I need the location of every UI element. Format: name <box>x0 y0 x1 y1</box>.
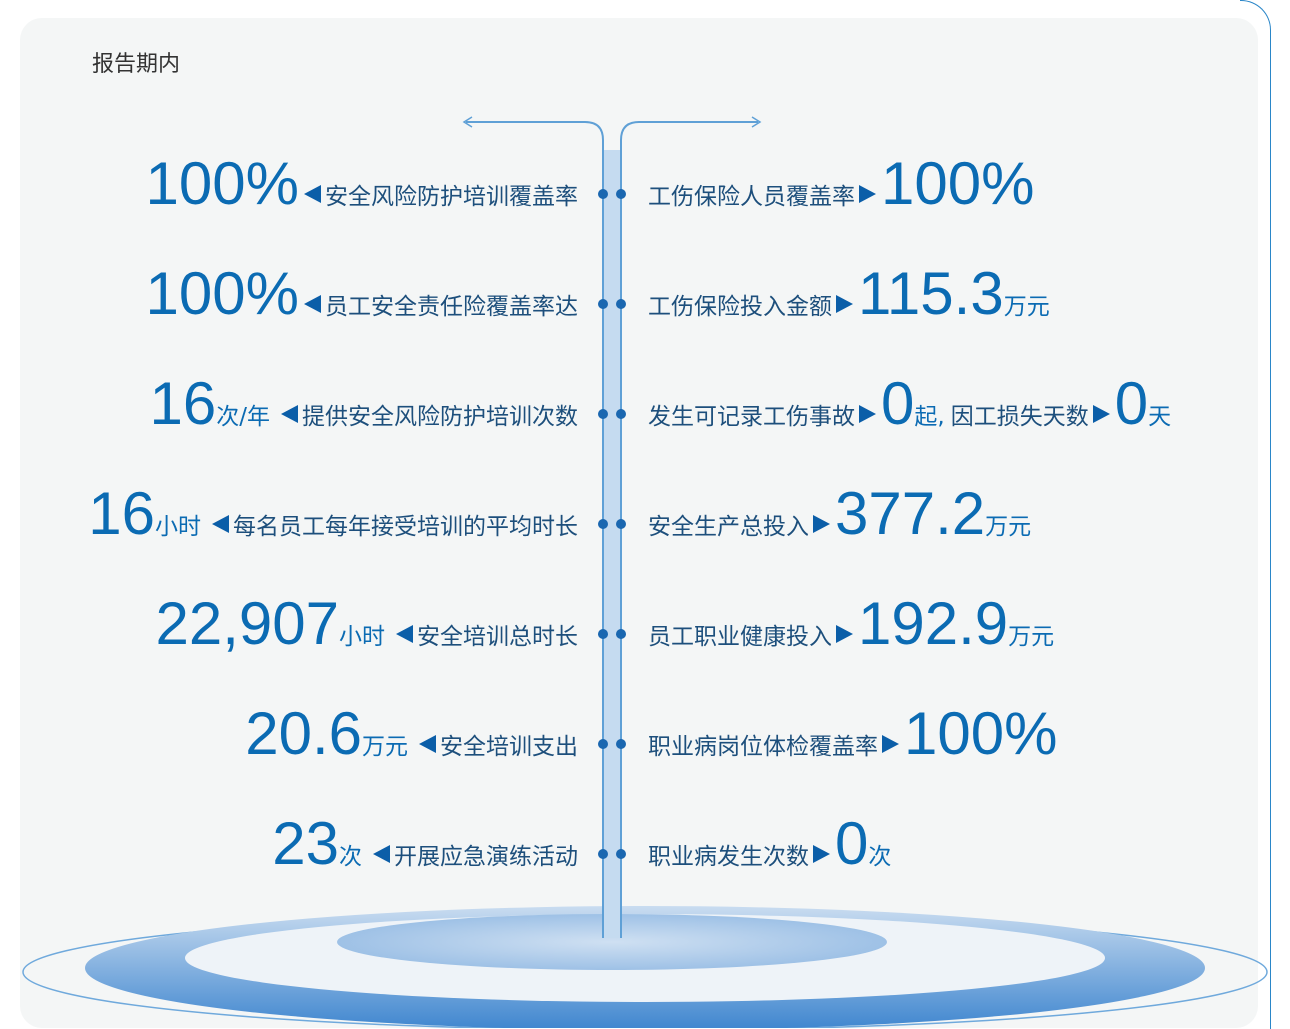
value: 0 <box>881 374 914 434</box>
value: 0 <box>1115 374 1148 434</box>
arrow <box>395 624 413 644</box>
unit: 次 <box>868 837 891 871</box>
label: 员工安全责任险覆盖率达 <box>325 287 578 321</box>
value: 115.3 <box>858 264 1004 324</box>
label: 每名员工每年接受培训的平均时长 <box>233 507 578 541</box>
arrow <box>813 514 831 534</box>
unit: 次/年 <box>216 397 270 431</box>
arrow <box>836 624 854 644</box>
arrow <box>859 404 877 424</box>
value: 20.6 <box>245 704 362 764</box>
arrow <box>813 844 831 864</box>
arrow <box>859 184 877 204</box>
value: 22,907 <box>155 594 339 654</box>
label: 安全培训支出 <box>440 727 578 761</box>
label: 安全风险防护培训覆盖率 <box>325 177 578 211</box>
right-item: 职业病岗位体检覆盖率 100% <box>648 704 1057 764</box>
title: 报告期内 <box>92 46 180 78</box>
value: 100% <box>904 704 1057 764</box>
value: 16 <box>88 484 155 544</box>
arrow <box>303 184 321 204</box>
arrow <box>418 734 436 754</box>
unit: 天 <box>1148 397 1171 431</box>
label: 安全培训总时长 <box>417 617 578 651</box>
arrow <box>211 514 229 534</box>
value: 377.2 <box>835 484 985 544</box>
label: 提供安全风险防护培训次数 <box>302 397 578 431</box>
label: 职业病岗位体检覆盖率 <box>648 727 878 761</box>
value: 192.9 <box>858 594 1008 654</box>
left-item: 100% 安全风险防护培训覆盖率 <box>146 154 578 214</box>
unit: 起, <box>914 397 944 431</box>
unit: 次 <box>339 837 362 871</box>
label: 开展应急演练活动 <box>394 837 578 871</box>
arrow <box>372 844 390 864</box>
unit: 万元 <box>985 507 1031 541</box>
page: 报告期内 (() => { const data = JSON.parse(do… <box>0 0 1290 1028</box>
arrow <box>836 294 854 314</box>
value: 100% <box>881 154 1034 214</box>
unit: 小时 <box>339 617 385 651</box>
unit: 万元 <box>1008 617 1054 651</box>
label: 职业病发生次数 <box>648 837 809 871</box>
label: 发生可记录工伤事故 <box>648 397 855 431</box>
arrow <box>280 404 298 424</box>
label: 工伤保险投入金额 <box>648 287 832 321</box>
arrow <box>303 294 321 314</box>
label: 工伤保险人员覆盖率 <box>648 177 855 211</box>
arrow <box>882 734 900 754</box>
label: 安全生产总投入 <box>648 507 809 541</box>
value: 23 <box>272 814 339 874</box>
unit: 万元 <box>1004 287 1050 321</box>
right-item: 工伤保险人员覆盖率 100% <box>648 154 1034 214</box>
label: 因工损失天数 <box>951 397 1089 431</box>
value: 100% <box>146 154 299 214</box>
value: 16 <box>150 374 217 434</box>
arrow <box>1093 404 1111 424</box>
left-item: 100% 员工安全责任险覆盖率达 <box>146 264 578 324</box>
value: 0 <box>835 814 868 874</box>
value: 100% <box>146 264 299 324</box>
label: 员工职业健康投入 <box>648 617 832 651</box>
unit: 万元 <box>362 727 408 761</box>
unit: 小时 <box>155 507 201 541</box>
